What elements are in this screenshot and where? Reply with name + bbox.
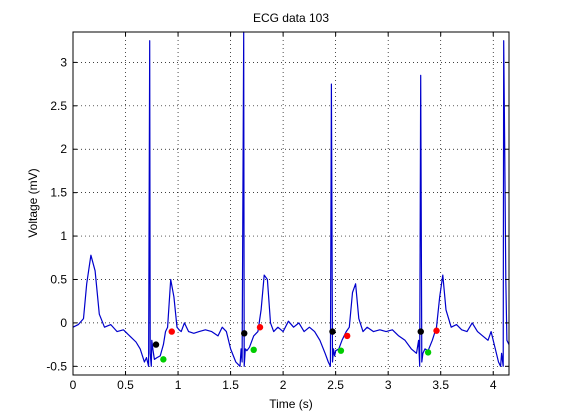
- red-marker-point: [344, 332, 351, 340]
- y-axis-label: Voltage (mV): [26, 168, 40, 237]
- ecg-series: [72, 31, 510, 367]
- green-marker-point: [250, 346, 257, 354]
- green-marker-point: [160, 356, 167, 363]
- x-axis-label: Time (s): [269, 397, 313, 411]
- plot-area: [73, 32, 509, 375]
- x-tick-label: 3.5: [432, 378, 449, 392]
- x-tick-label: 0.5: [117, 378, 134, 392]
- x-tick-label: 0: [70, 378, 77, 392]
- red-marker-point: [433, 327, 440, 334]
- red-marker-point: [168, 328, 175, 335]
- x-tick-label: 4: [490, 378, 497, 392]
- x-tick-label: 1: [175, 378, 182, 392]
- red-marker-point: [256, 324, 264, 331]
- green-marker-point: [337, 347, 345, 354]
- y-tick-label: 0: [60, 316, 67, 330]
- y-tick-label: 2: [60, 142, 67, 156]
- black-marker-point: [329, 328, 336, 335]
- y-tick-label: 1.5: [50, 186, 67, 200]
- x-tick-label: 2: [280, 378, 287, 392]
- y-tick-label: 0.5: [50, 272, 67, 286]
- plot-frame: [72, 31, 510, 376]
- green-marker-point: [424, 349, 432, 356]
- y-tick-label: 2.5: [50, 99, 67, 113]
- black-marker-point: [241, 330, 248, 337]
- x-tick-label: 1.5: [222, 378, 239, 392]
- x-tick-label: 3: [385, 378, 392, 392]
- axis-ticks: 0 0.5 1 1.5 2 2.5 3 3.5 4-0.500.511.522.53: [46, 32, 509, 392]
- grid: [73, 32, 509, 375]
- y-tick-label: -0.5: [46, 359, 67, 373]
- y-tick-label: 1: [60, 229, 67, 243]
- ecg-line: [72, 31, 510, 367]
- y-tick-label: 3: [60, 55, 67, 69]
- x-tick-label: 2.5: [327, 378, 344, 392]
- chart-title: ECG data 103: [253, 11, 329, 25]
- black-marker-point: [417, 328, 424, 335]
- black-marker-point: [152, 341, 160, 348]
- marker-points: [152, 324, 440, 363]
